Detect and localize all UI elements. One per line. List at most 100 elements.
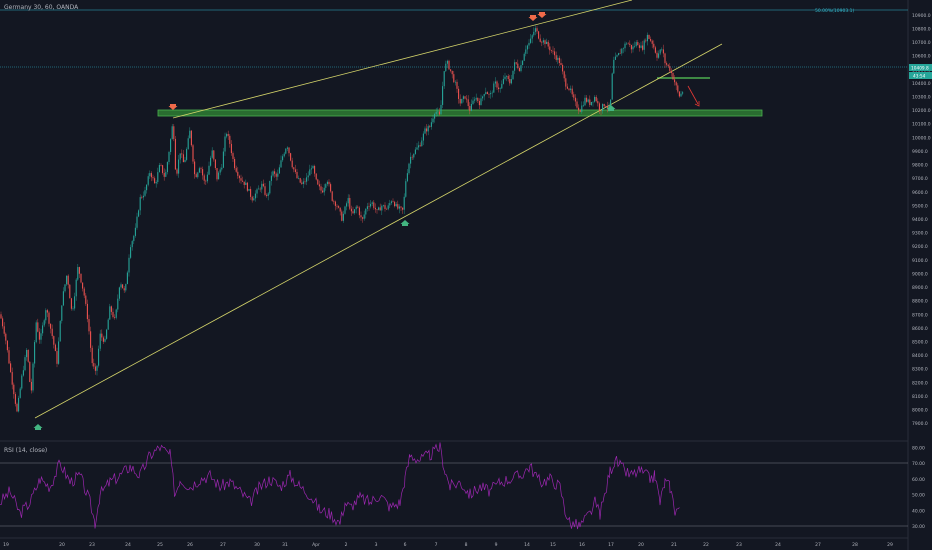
candle [194,159,196,179]
candle-body [445,63,447,72]
candle [430,118,432,130]
x-tick-label: 3 [375,542,378,548]
candle [336,203,338,210]
candle-body [546,41,548,45]
candle [94,363,96,375]
candle [270,171,272,186]
candle-body [483,94,485,97]
candle [558,55,560,67]
candle [198,166,200,173]
candle-body [174,138,176,170]
candle [24,354,26,372]
candle [616,54,618,58]
candle [381,204,383,216]
x-tick-label: 9 [495,542,498,548]
candle [96,365,98,376]
candle [251,195,253,203]
candle-body [298,178,300,179]
candle [341,209,343,222]
candle-body [64,284,66,292]
candle [170,138,172,155]
rsi-tick-label: 50.00 [912,493,925,499]
candle-body [406,173,408,182]
candle-body [262,183,264,187]
candle [456,79,458,93]
candle [354,209,356,215]
candle [280,155,282,168]
candle-body [51,328,53,337]
candle-body [430,122,432,127]
candle [675,81,677,91]
candle-body [554,51,556,56]
candle-body [382,205,384,206]
candle-body [373,202,375,208]
candle [554,48,556,59]
candle-body [173,126,175,139]
candle-body [40,333,42,340]
candle-body [61,305,63,321]
candle [197,171,199,179]
symbol-title: Germany 30, 60, OANDA [4,4,79,11]
candle-body [323,187,325,193]
candle-body [322,190,324,193]
current-price-badge [909,64,932,71]
candle [146,184,148,194]
candle-body [253,198,255,201]
candle-body [112,311,114,318]
candle [515,61,517,65]
candle [234,156,236,170]
candle [595,94,597,103]
candle [11,367,13,390]
candle-body [3,326,5,334]
candle [240,174,242,184]
candle [542,37,544,45]
candle [53,335,55,349]
candle-body [307,175,309,178]
candle-body [234,158,236,169]
candle [360,211,362,221]
candle [90,326,92,353]
candle [435,107,437,117]
candle [267,191,269,201]
candle-body [629,43,631,45]
candle [590,101,592,106]
candle [266,193,268,198]
candle-body [341,211,343,221]
candle [157,167,159,185]
rsi-tick-label: 80.00 [912,445,925,451]
candle [61,305,63,324]
candle-body [523,53,525,61]
candle-body [606,106,608,108]
candle [614,52,616,60]
candle-body [296,171,298,179]
candle [461,98,463,104]
candle [490,90,492,99]
candle-body [269,180,271,194]
candle [522,60,524,66]
candle [38,328,40,344]
candle [557,55,559,65]
candle [606,101,608,113]
candle [206,171,208,184]
candle-body [478,101,480,106]
candle-body [190,130,192,146]
candle [59,320,61,342]
candle [422,131,424,146]
candle-body [110,306,112,312]
candle [202,166,204,180]
candle-body [419,145,421,147]
candle-body [402,207,404,210]
candle [530,33,532,45]
candle [658,50,660,59]
candle-body [446,60,448,64]
candle-body [472,100,474,105]
candle [50,323,52,334]
candle-body [571,88,573,95]
candles [0,25,684,413]
candle-body [398,206,400,209]
candle-body [282,156,284,161]
candle [189,127,191,139]
candle-body [54,344,56,352]
